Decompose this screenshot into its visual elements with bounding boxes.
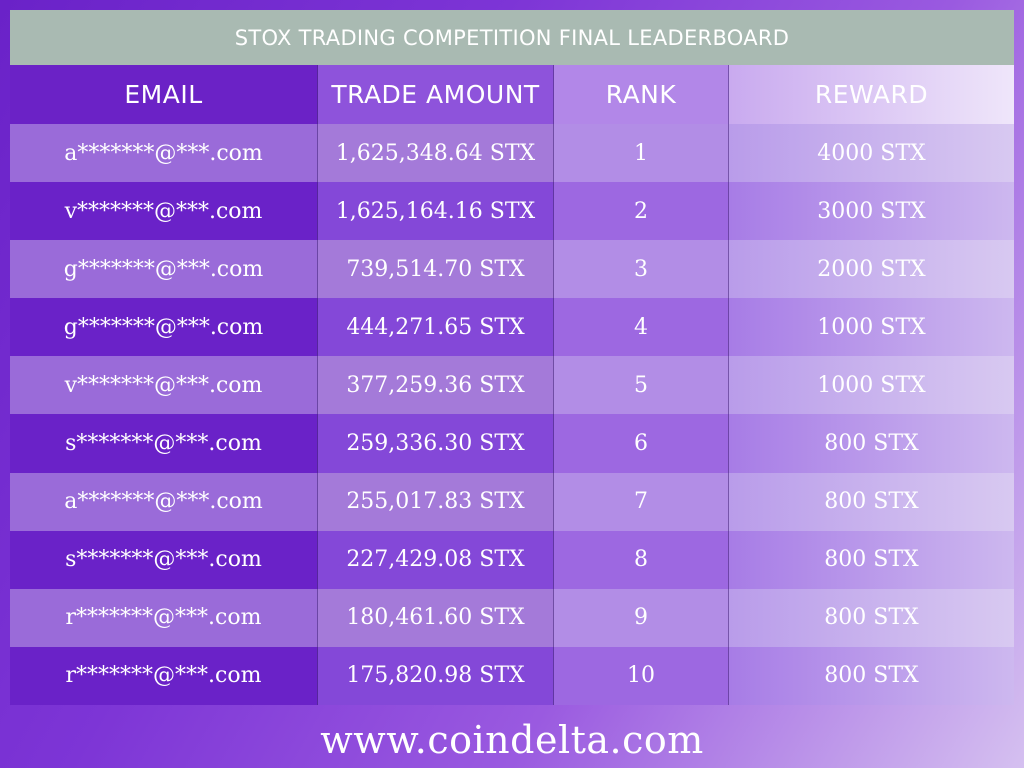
trade-amount-cell: 444,271.65 STX bbox=[318, 298, 554, 357]
reward-cell: 1000 STX bbox=[729, 356, 1014, 415]
rank-cell: 4 bbox=[554, 298, 729, 357]
rank-cell: 10 bbox=[554, 646, 729, 705]
reward-cell: 2000 STX bbox=[729, 240, 1014, 299]
leaderboard-title: STOX TRADING COMPETITION FINAL LEADERBOA… bbox=[10, 10, 1014, 65]
email-cell: v*******@***.com bbox=[10, 182, 318, 241]
reward-cell: 800 STX bbox=[729, 646, 1014, 705]
trade-amount-cell: 1,625,348.64 STX bbox=[318, 124, 554, 183]
reward-cell: 800 STX bbox=[729, 414, 1014, 473]
trade-amount-cell: 255,017.83 STX bbox=[318, 472, 554, 531]
rank-cell: 9 bbox=[554, 588, 729, 647]
reward-cell: 800 STX bbox=[729, 588, 1014, 647]
email-cell: g*******@***.com bbox=[10, 240, 318, 299]
trade-amount-cell: 1,625,164.16 STX bbox=[318, 182, 554, 241]
email-cell: g*******@***.com bbox=[10, 298, 318, 357]
trade-amount-cell: 175,820.98 STX bbox=[318, 646, 554, 705]
rank-cell: 1 bbox=[554, 124, 729, 183]
reward-cell: 3000 STX bbox=[729, 182, 1014, 241]
leaderboard-panel: STOX TRADING COMPETITION FINAL LEADERBOA… bbox=[10, 10, 1014, 705]
column-header-reward: REWARD bbox=[729, 65, 1014, 124]
trade-amount-cell: 259,336.30 STX bbox=[318, 414, 554, 473]
reward-cell: 800 STX bbox=[729, 472, 1014, 531]
rank-cell: 6 bbox=[554, 414, 729, 473]
column-header-trade-amount: TRADE AMOUNT bbox=[318, 65, 554, 124]
email-cell: a*******@***.com bbox=[10, 124, 318, 183]
reward-cell: 800 STX bbox=[729, 530, 1014, 589]
rank-cell: 5 bbox=[554, 356, 729, 415]
website-url: www.coindelta.com bbox=[320, 718, 704, 762]
email-cell: v*******@***.com bbox=[10, 356, 318, 415]
email-cell: a*******@***.com bbox=[10, 472, 318, 531]
reward-cell: 4000 STX bbox=[729, 124, 1014, 183]
trade-amount-cell: 227,429.08 STX bbox=[318, 530, 554, 589]
reward-cell: 1000 STX bbox=[729, 298, 1014, 357]
rank-cell: 7 bbox=[554, 472, 729, 531]
rank-cell: 3 bbox=[554, 240, 729, 299]
email-cell: r*******@***.com bbox=[10, 646, 318, 705]
leaderboard-table: EMAIL TRADE AMOUNT RANK REWARD a*******@… bbox=[10, 65, 1014, 705]
column-header-rank: RANK bbox=[554, 65, 729, 124]
trade-amount-cell: 739,514.70 STX bbox=[318, 240, 554, 299]
rank-cell: 2 bbox=[554, 182, 729, 241]
column-header-email: EMAIL bbox=[10, 65, 318, 124]
trade-amount-cell: 377,259.36 STX bbox=[318, 356, 554, 415]
rank-cell: 8 bbox=[554, 530, 729, 589]
trade-amount-cell: 180,461.60 STX bbox=[318, 588, 554, 647]
email-cell: s*******@***.com bbox=[10, 530, 318, 589]
email-cell: r*******@***.com bbox=[10, 588, 318, 647]
email-cell: s*******@***.com bbox=[10, 414, 318, 473]
